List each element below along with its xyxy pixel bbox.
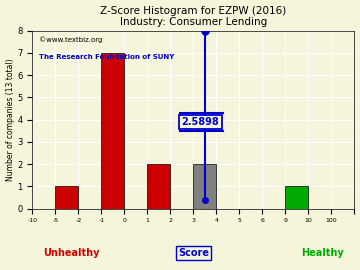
Text: The Research Foundation of SUNY: The Research Foundation of SUNY [39, 54, 174, 60]
Y-axis label: Number of companies (13 total): Number of companies (13 total) [5, 58, 14, 181]
Bar [285, 187, 309, 209]
Bar [148, 164, 170, 209]
Bar [55, 187, 78, 209]
Bar [102, 53, 125, 209]
Text: 2.5898: 2.5898 [181, 117, 219, 127]
Title: Z-Score Histogram for EZPW (2016)
Industry: Consumer Lending: Z-Score Histogram for EZPW (2016) Indust… [100, 6, 287, 27]
Text: Unhealthy: Unhealthy [43, 248, 99, 258]
Text: Healthy: Healthy [301, 248, 343, 258]
Text: Score: Score [178, 248, 209, 258]
Text: ©www.textbiz.org: ©www.textbiz.org [39, 36, 102, 43]
Bar [193, 164, 216, 209]
